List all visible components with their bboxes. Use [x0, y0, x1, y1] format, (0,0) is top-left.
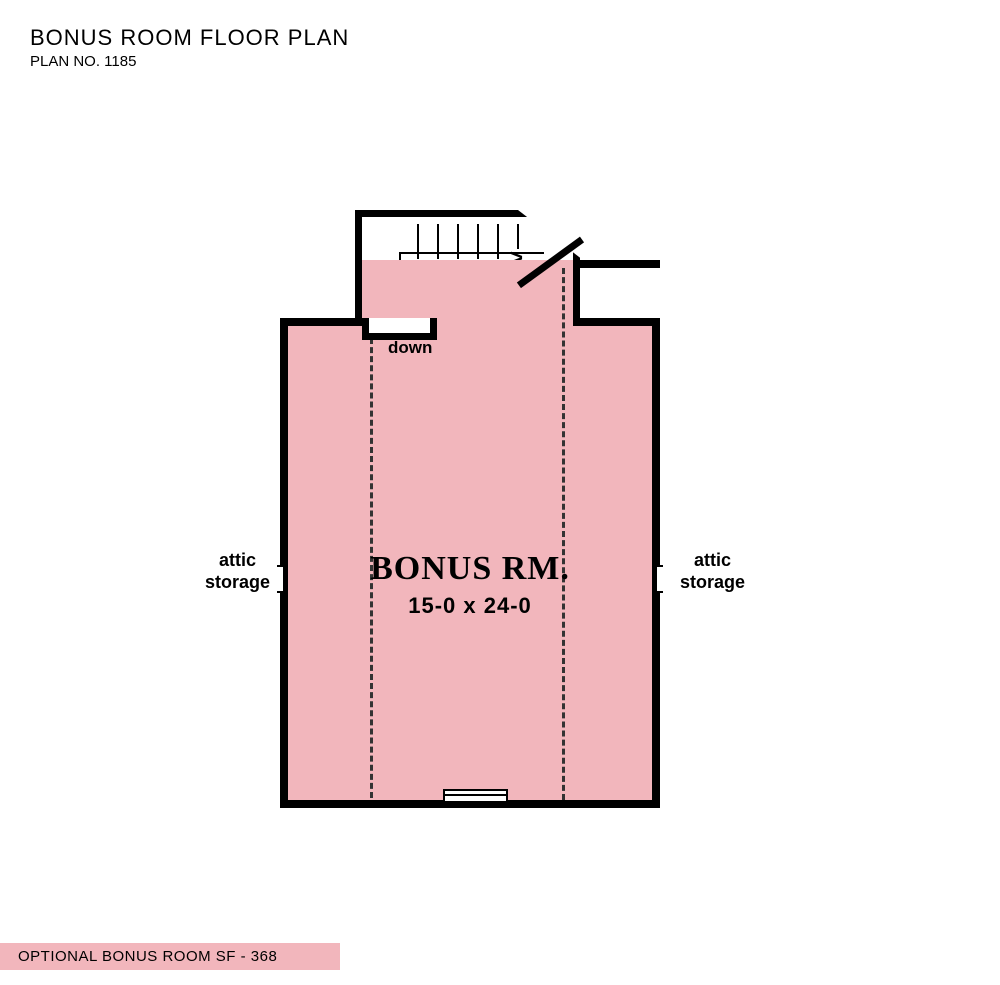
room-dimensions: 15-0 x 24-0	[280, 593, 660, 619]
wall-segment	[355, 260, 362, 326]
header: BONUS ROOM FLOOR PLAN PLAN NO. 1185	[30, 25, 349, 70]
room-name: BONUS RM.	[280, 550, 660, 588]
window-bottom	[443, 789, 508, 803]
attic-storage-left-label: attic storage	[200, 550, 275, 593]
wall-segment	[573, 260, 660, 268]
wall-segment	[280, 318, 362, 326]
page-title: BONUS ROOM FLOOR PLAN	[30, 25, 349, 51]
stair-landing	[362, 318, 437, 340]
door-right	[657, 565, 663, 593]
wall-segment	[573, 260, 580, 326]
room-label: BONUS RM. 15-0 x 24-0	[280, 550, 660, 619]
footer-text: OPTIONAL BONUS ROOM SF - 368	[18, 948, 277, 965]
footer-bar: OPTIONAL BONUS ROOM SF - 368	[0, 943, 340, 970]
attic-right-line2: storage	[680, 572, 745, 592]
ceiling-line-right	[562, 268, 565, 800]
attic-left-line2: storage	[205, 572, 270, 592]
attic-storage-right-label: attic storage	[675, 550, 750, 593]
plan-number: PLAN NO. 1185	[30, 53, 349, 70]
stair-direction-label: down	[388, 338, 432, 358]
attic-left-line1: attic	[219, 550, 256, 570]
wall-segment	[572, 318, 660, 326]
attic-right-line1: attic	[694, 550, 731, 570]
door-left	[277, 565, 283, 593]
window-mullion	[445, 794, 506, 796]
floor-plan: > down BONUS RM. 15-0 x 24-0 attic stora…	[280, 210, 720, 820]
stair-roof-cut	[518, 210, 583, 260]
